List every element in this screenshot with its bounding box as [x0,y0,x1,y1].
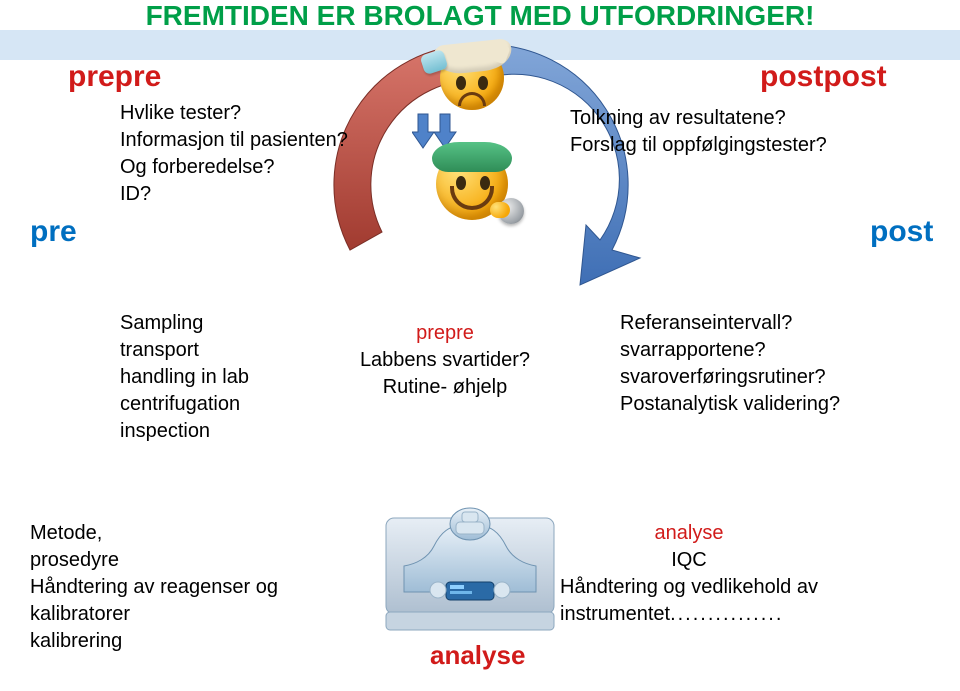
bottom-left-list: Metode, prosedyre Håndtering av reagense… [30,520,278,655]
br-dots: ............... [670,603,783,625]
br-l2: Håndtering og vedlikehold av [560,574,818,601]
pre-l3: handling in lab [120,364,249,391]
label-prepre: prepre [68,60,161,94]
label-pre: pre [30,215,77,249]
br-l3: instrumentet [560,603,670,625]
label-postpost: postpost [760,60,887,94]
bl-l1: Metode, [30,520,278,547]
bl-l3: Håndtering av reagenser og [30,574,278,601]
prepre-l4: ID? [120,181,348,208]
pre-l5: inspection [120,418,249,445]
pre-l1: Sampling [120,310,249,337]
lab-worker-icon [380,500,560,640]
prepre-l1: Hvlike tester? [120,100,348,127]
post-l3: svaroverføringsrutiner? [620,364,840,391]
bottom-right-list: analyse IQC Håndtering og vedlikehold av… [560,520,818,628]
postpost-l1: Tolkning av resultatene? [570,105,827,132]
doctor-face-icon [436,148,508,220]
mid-title: prepre [335,320,555,347]
mid-list: prepre Labbens svartider? Rutine- øhjelp [335,320,555,401]
mid-l1: Labbens svartider? [335,347,555,374]
post-l1: Referanseintervall? [620,310,840,337]
label-analyse: analyse [430,640,525,671]
bl-l4: kalibratorer [30,601,278,628]
postpost-list: Tolkning av resultatene? Forslag til opp… [570,105,827,159]
postpost-l2: Forslag til oppfølgingstester? [570,132,827,159]
mid-l2: Rutine- øhjelp [335,374,555,401]
post-list: Referanseintervall? svarrapportene? svar… [620,310,840,418]
pre-l4: centrifugation [120,391,249,418]
br-l1: IQC [560,547,818,574]
post-l2: svarrapportene? [620,337,840,364]
label-post: post [870,215,933,249]
patient-face-icon [440,46,504,110]
pre-l2: transport [120,337,249,364]
prepre-l3: Og forberedelse? [120,154,348,181]
bl-l2: prosedyre [30,547,278,574]
br-title: analyse [655,522,724,544]
prepre-list: Hvlike tester? Informasjon til pasienten… [120,100,348,208]
bl-l5: kalibrering [30,628,278,655]
post-l4: Postanalytisk validering? [620,391,840,418]
pre-list: Sampling transport handling in lab centr… [120,310,249,445]
prepre-l2: Informasjon til pasienten? [120,127,348,154]
